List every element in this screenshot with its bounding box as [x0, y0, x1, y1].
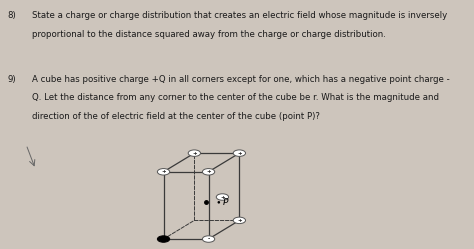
Circle shape: [202, 169, 215, 175]
Circle shape: [188, 150, 201, 156]
Circle shape: [233, 217, 246, 224]
Circle shape: [233, 150, 246, 156]
Text: +: +: [237, 151, 242, 156]
Text: -: -: [208, 237, 210, 242]
Text: State a charge or charge distribution that creates an electric field whose magni: State a charge or charge distribution th…: [32, 11, 447, 20]
Text: +: +: [237, 218, 242, 223]
Text: +: +: [220, 194, 225, 199]
Text: 9): 9): [7, 75, 16, 84]
Circle shape: [202, 236, 215, 242]
Circle shape: [216, 194, 228, 200]
Text: +: +: [161, 169, 166, 174]
Circle shape: [157, 169, 170, 175]
Text: proportional to the distance squared away from the charge or charge distribution: proportional to the distance squared awa…: [32, 30, 386, 39]
Text: $\bullet\,P$: $\bullet\,P$: [215, 196, 229, 207]
Text: A cube has positive charge +Q in all corners except for one, which has a negativ: A cube has positive charge +Q in all cor…: [32, 75, 450, 84]
Text: +: +: [192, 151, 197, 156]
Text: direction of the of electric field at the center of the cube (point P)?: direction of the of electric field at th…: [32, 112, 320, 121]
Text: Q. Let the distance from any corner to the center of the cube be r. What is the : Q. Let the distance from any corner to t…: [32, 93, 439, 102]
Text: 8): 8): [7, 11, 16, 20]
Text: +: +: [206, 169, 211, 174]
Circle shape: [157, 236, 170, 242]
